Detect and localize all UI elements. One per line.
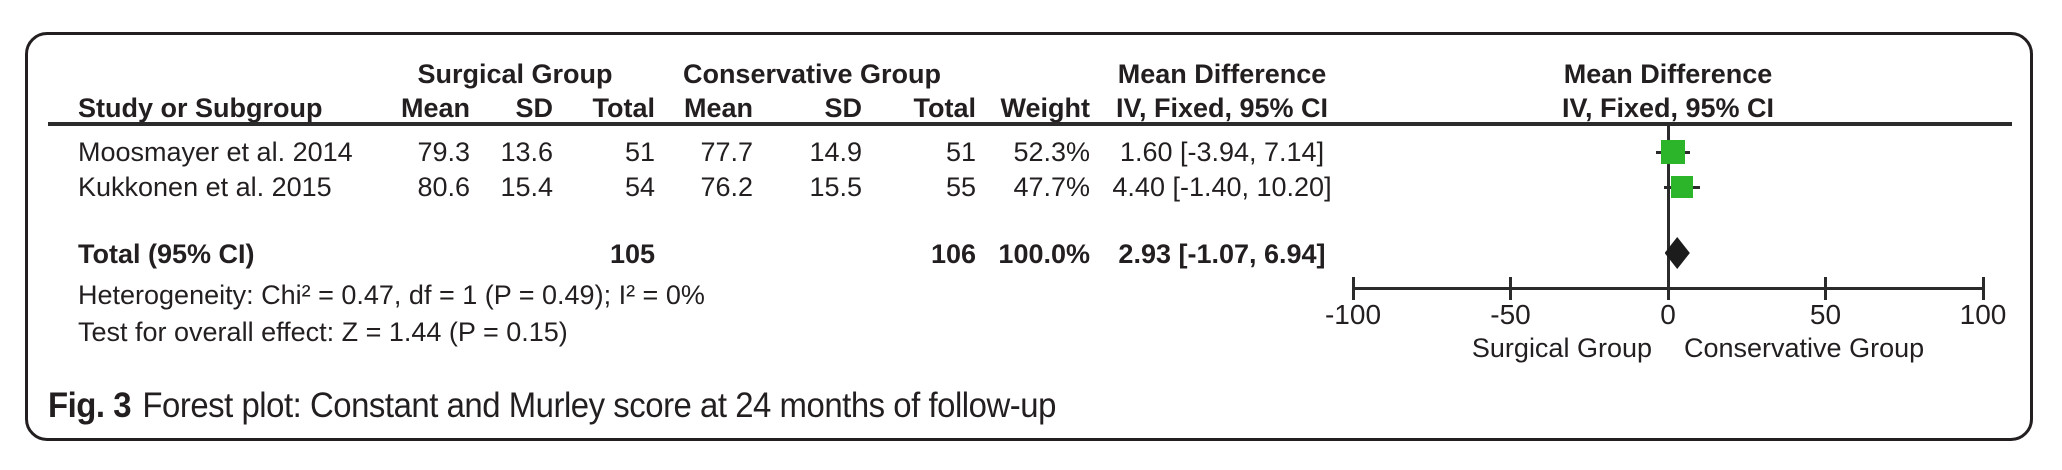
surgical-total-header: Total <box>592 93 656 123</box>
study-name: Kukkonen et al. 2015 <box>78 172 332 202</box>
header-divider <box>48 122 2012 126</box>
overall-effect-stats: Test for overall effect: Z = 1.44 (P = 0… <box>78 317 568 347</box>
weight-value: 47.7% <box>1013 172 1090 202</box>
total-weight: 100.0% <box>998 239 1090 269</box>
zero-effect-line <box>1666 124 1670 290</box>
conservative-sd-value: 14.9 <box>809 137 862 167</box>
axis-tick-label: 50 <box>1809 299 1842 330</box>
ci-value: 1.60 [-3.94, 7.14] <box>1119 137 1325 167</box>
conservative-total-header: Total <box>913 93 977 123</box>
conservative-mean-value: 77.7 <box>700 137 753 167</box>
total-conservative-n: 106 <box>930 239 976 269</box>
study-marker-square <box>1661 140 1686 164</box>
weight-value: 52.3% <box>1013 137 1090 167</box>
axis-tick-label: 0 <box>1660 299 1676 330</box>
ci-text-header: IV, Fixed, 95% CI <box>1115 93 1329 123</box>
surgical-group-header: Surgical Group <box>417 59 613 89</box>
conservative-sd-value: 15.5 <box>809 172 862 202</box>
conservative-mean-header: Mean <box>683 93 753 123</box>
surgical-mean-value: 80.6 <box>417 172 470 202</box>
heterogeneity-stats: Heterogeneity: Chi² = 0.47, df = 1 (P = … <box>78 280 705 310</box>
axis-tick <box>1509 277 1512 300</box>
conservative-total-value: 51 <box>945 137 976 167</box>
total-ci: 2.93 [-1.07, 6.94] <box>1118 239 1326 269</box>
ci-value: 4.40 [-1.40, 10.20] <box>1112 172 1332 202</box>
figure-caption-text: Forest plot: Constant and Murley score a… <box>142 386 1056 425</box>
figure-caption-label: Fig. 3 <box>48 386 132 425</box>
axis-tick <box>1351 277 1355 300</box>
axis-tick <box>1981 277 1985 300</box>
figure-border <box>25 32 2033 441</box>
weight-header: Weight <box>1000 93 1091 123</box>
study-name: Moosmayer et al. 2014 <box>78 137 353 167</box>
surgical-sd-value: 13.6 <box>500 137 553 167</box>
axis-tick-label: 100 <box>1959 299 2007 330</box>
ci-plot-header: IV, Fixed, 95% CI <box>1561 93 1775 123</box>
surgical-sd-header: SD <box>515 93 553 123</box>
total-surgical-n: 105 <box>609 239 655 269</box>
study-marker-square <box>1670 176 1693 198</box>
total-row-label: Total (95% CI) <box>78 239 255 269</box>
figure-caption: Fig. 3 Forest plot: Constant and Murley s… <box>48 386 1056 426</box>
axis-tick <box>1824 277 1827 300</box>
conservative-sd-header: SD <box>824 93 862 123</box>
surgical-total-value: 54 <box>624 172 655 202</box>
conservative-group-header: Conservative Group <box>682 59 942 89</box>
axis-label-favours-surgical: Surgical Group <box>1471 333 1652 363</box>
surgical-mean-value: 79.3 <box>417 137 470 167</box>
axis-tick <box>1666 277 1670 300</box>
conservative-mean-value: 76.2 <box>700 172 753 202</box>
mean-difference-text-header: Mean Difference <box>1117 59 1327 89</box>
surgical-sd-value: 15.4 <box>500 172 553 202</box>
conservative-total-value: 55 <box>945 172 976 202</box>
axis-tick-label: -50 <box>1490 299 1531 330</box>
surgical-total-value: 51 <box>624 137 655 167</box>
surgical-mean-header: Mean <box>400 93 470 123</box>
mean-difference-plot-header: Mean Difference <box>1563 59 1773 89</box>
axis-label-favours-conservative: Conservative Group <box>1684 333 1925 363</box>
axis-tick-label: -100 <box>1324 299 1382 330</box>
study-column-header: Study or Subgroup <box>78 93 323 123</box>
